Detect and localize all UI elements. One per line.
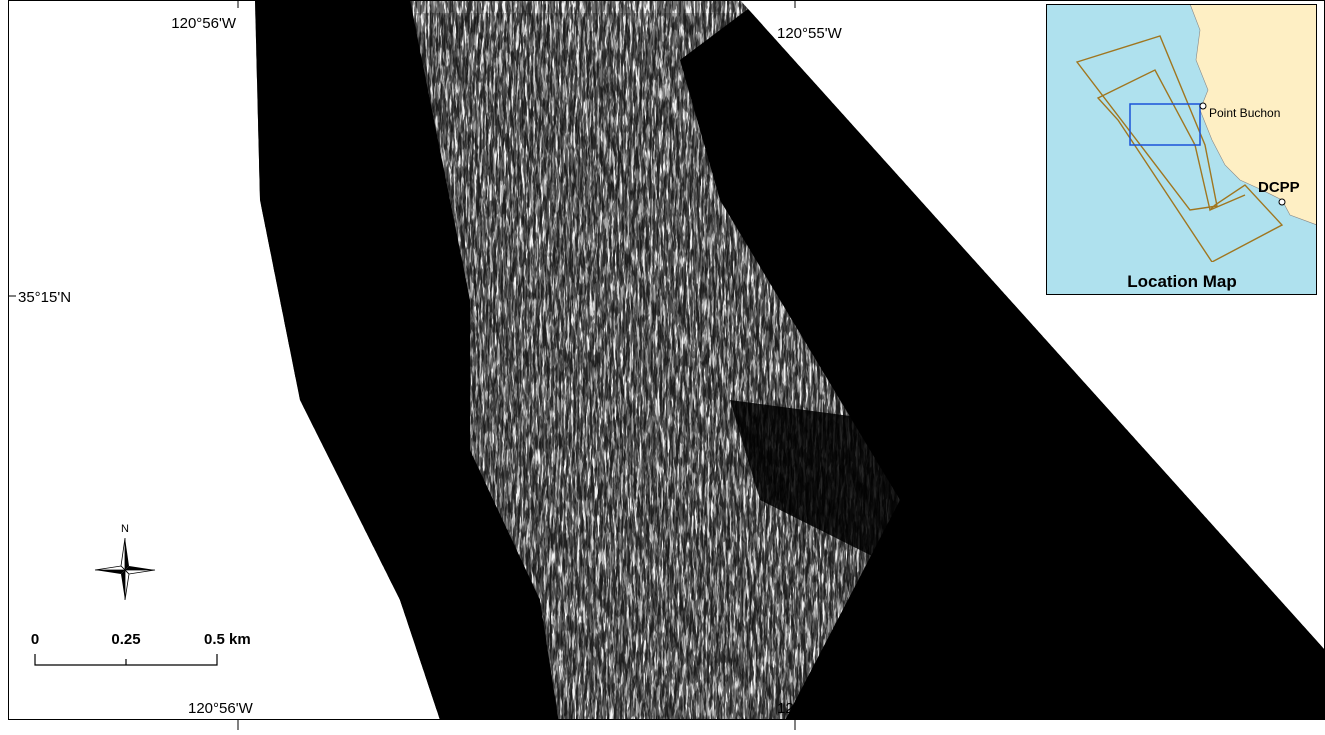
lon-label: 120°56'W <box>188 700 254 717</box>
inset-title: Location Map <box>1127 272 1237 291</box>
lon-label: 120°56'W <box>171 15 237 32</box>
lon-label: 120°55'W <box>777 700 843 717</box>
map-page: 120°56'W 120°55'W 120°56'W 120°55'W 35°1… <box>0 0 1325 730</box>
north-arrow: N <box>95 523 155 600</box>
scale-label: 0.5 km <box>204 631 251 648</box>
place-label: DCPP <box>1258 179 1300 196</box>
lat-label: 35°15'N <box>18 289 71 306</box>
lon-label: 120°55'W <box>777 25 843 42</box>
scale-label: 0.25 <box>111 631 140 648</box>
location-map: Point Buchon DCPP Location Map <box>1046 4 1317 295</box>
north-label: N <box>121 523 129 535</box>
scale-bar: 0 0.25 0.5 km <box>31 631 251 665</box>
place-label: Point Buchon <box>1209 106 1280 120</box>
scale-label: 0 <box>31 631 39 648</box>
